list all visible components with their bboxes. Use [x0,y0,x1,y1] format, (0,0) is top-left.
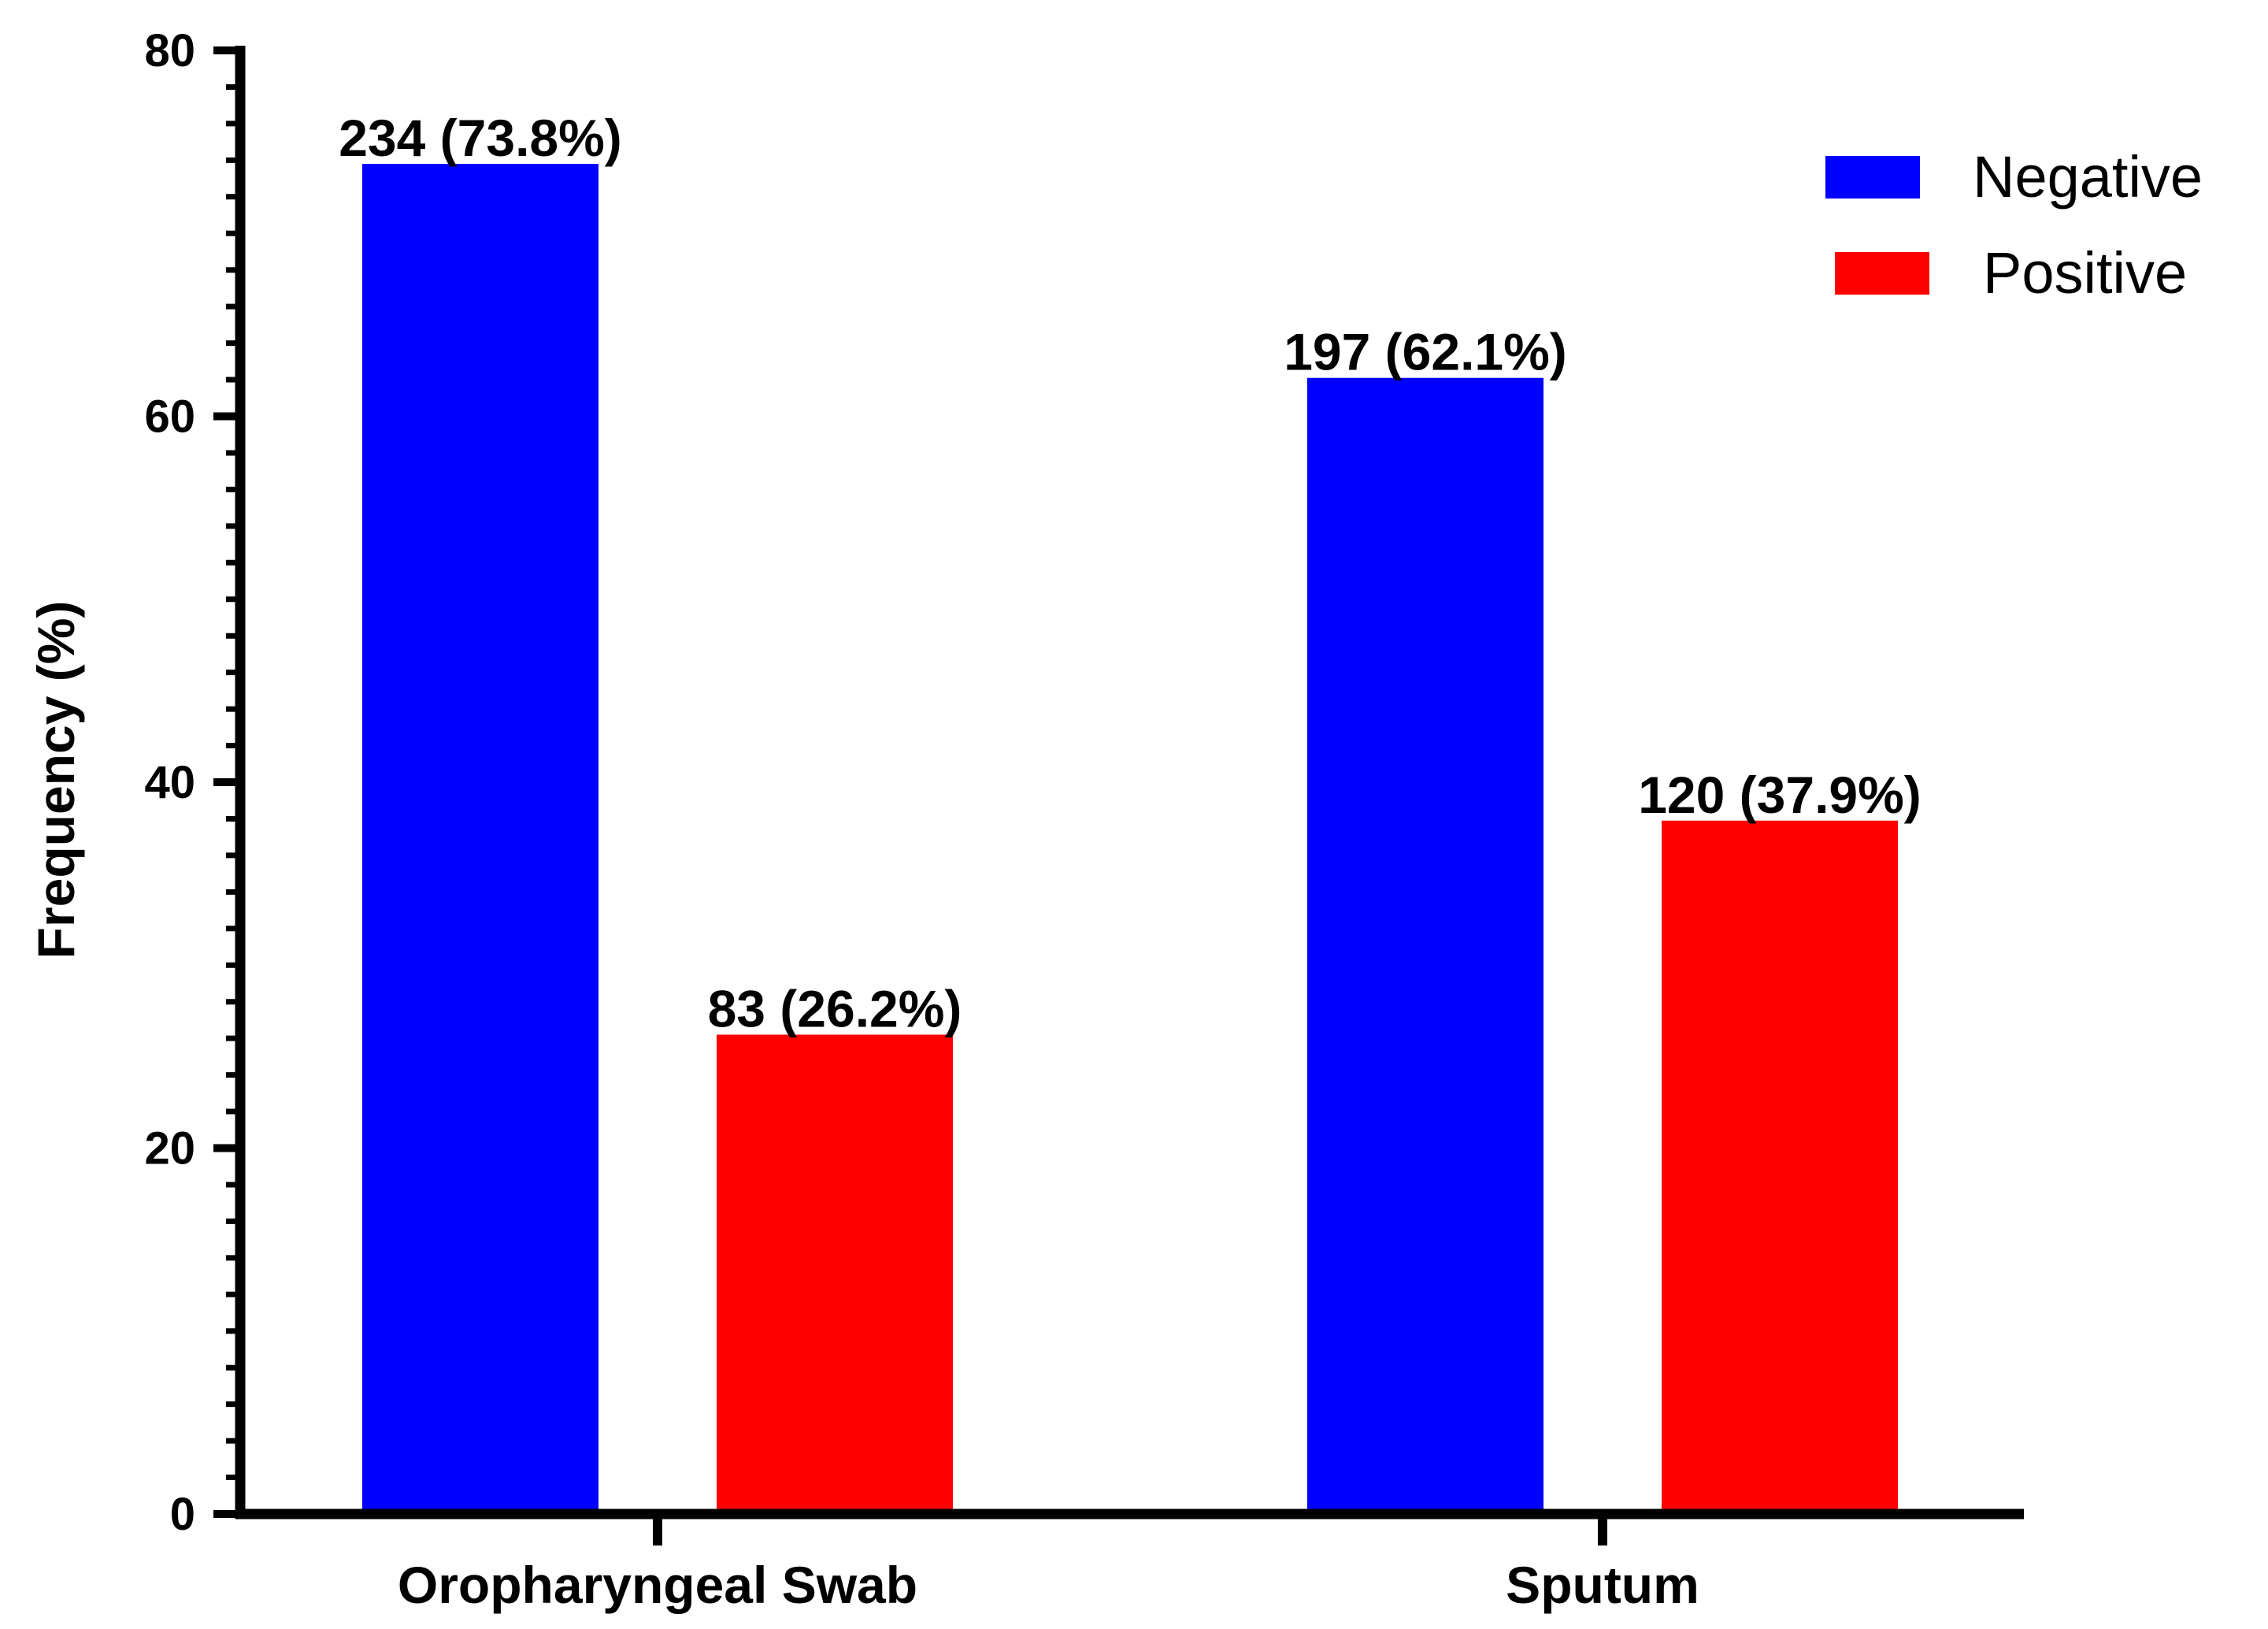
bars [362,163,1898,1514]
data-label: 83 (26.2%) [708,980,962,1038]
y-tick-label: 60 [144,391,195,443]
y-tick-label: 40 [144,757,195,808]
x-ticks [653,1514,1607,1546]
data-label: 234 (73.8%) [339,109,622,167]
y-tick-label: 20 [144,1123,195,1174]
category-labels: Oropharyngeal Swab Sputum [398,1556,1699,1614]
y-axis-label: Frequency (%) [27,601,85,959]
bar-positive-sputum [1662,820,1898,1514]
bar-negative-sputum [1307,377,1544,1514]
axes [235,46,2024,1520]
legend-label-positive: Positive [1983,240,2187,306]
y-major-ticks: 0 20 40 60 80 [144,25,240,1540]
y-tick-label: 80 [144,25,195,76]
y-tick-label: 0 [170,1489,195,1540]
legend-label-negative: Negative [1973,144,2203,210]
legend-swatch-positive [1835,252,1929,295]
x-tick-label: Oropharyngeal Swab [398,1556,917,1614]
bar-negative-oropharyngeal-swab [362,163,598,1514]
legend: Negative Positive [1825,144,2203,306]
bar-positive-oropharyngeal-swab [717,1034,953,1514]
data-label: 197 (62.1%) [1284,323,1567,381]
legend-swatch-negative [1825,156,1920,199]
x-tick-label: Sputum [1506,1556,1699,1614]
data-labels: 234 (73.8%) 83 (26.2%) 197 (62.1%) 120 (37.… [339,109,1922,1038]
data-label: 120 (37.9%) [1638,766,1922,824]
